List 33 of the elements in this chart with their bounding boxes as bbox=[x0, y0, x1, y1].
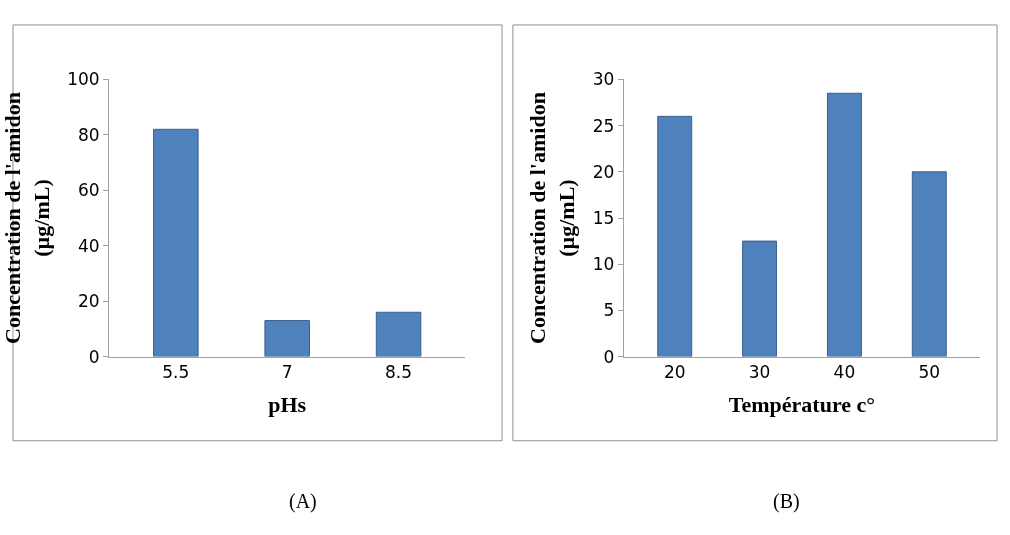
x-tick-label: 5.5 bbox=[162, 362, 190, 382]
bar bbox=[375, 311, 422, 357]
y-tick-label: 20 bbox=[77, 291, 100, 312]
y-tick-label: 40 bbox=[77, 235, 100, 256]
bar bbox=[657, 115, 693, 357]
x-axis-title: Température c° bbox=[728, 391, 876, 417]
bar bbox=[826, 92, 862, 357]
bar bbox=[742, 240, 778, 357]
bar bbox=[264, 320, 310, 357]
x-tick-label: 20 bbox=[663, 362, 686, 382]
bar bbox=[153, 128, 199, 357]
text: (B) bbox=[773, 490, 800, 513]
bar bbox=[911, 171, 947, 357]
x-tick-label: 50 bbox=[918, 362, 941, 382]
x-tick-label: 40 bbox=[833, 362, 856, 382]
y-tick-label: 20 bbox=[592, 161, 615, 182]
text: (A) bbox=[289, 490, 317, 513]
y-tick-label: 15 bbox=[592, 207, 615, 228]
y-tick-label: 100 bbox=[67, 69, 100, 90]
y-tick-label: 0 bbox=[88, 346, 100, 367]
y-tick-label: 30 bbox=[592, 69, 615, 90]
y-tick-label: 5 bbox=[603, 300, 615, 321]
y-tick-label: 80 bbox=[77, 124, 100, 145]
x-tick-label: 30 bbox=[748, 362, 771, 382]
y-tick-label: 10 bbox=[592, 254, 615, 275]
x-tick-label: 8.5 bbox=[385, 362, 413, 382]
y-tick-label: 0 bbox=[603, 346, 615, 367]
y-axis-title: Concentration de l'amidon (µg/mL) bbox=[0, 92, 54, 344]
y-tick-label: 25 bbox=[592, 115, 615, 136]
y-tick-label: 60 bbox=[77, 180, 100, 201]
y-axis-title: Concentration de l'amidon (µg/mL) bbox=[524, 92, 579, 344]
x-axis-title: pHs bbox=[268, 391, 307, 417]
x-tick-label: 7 bbox=[281, 362, 293, 382]
